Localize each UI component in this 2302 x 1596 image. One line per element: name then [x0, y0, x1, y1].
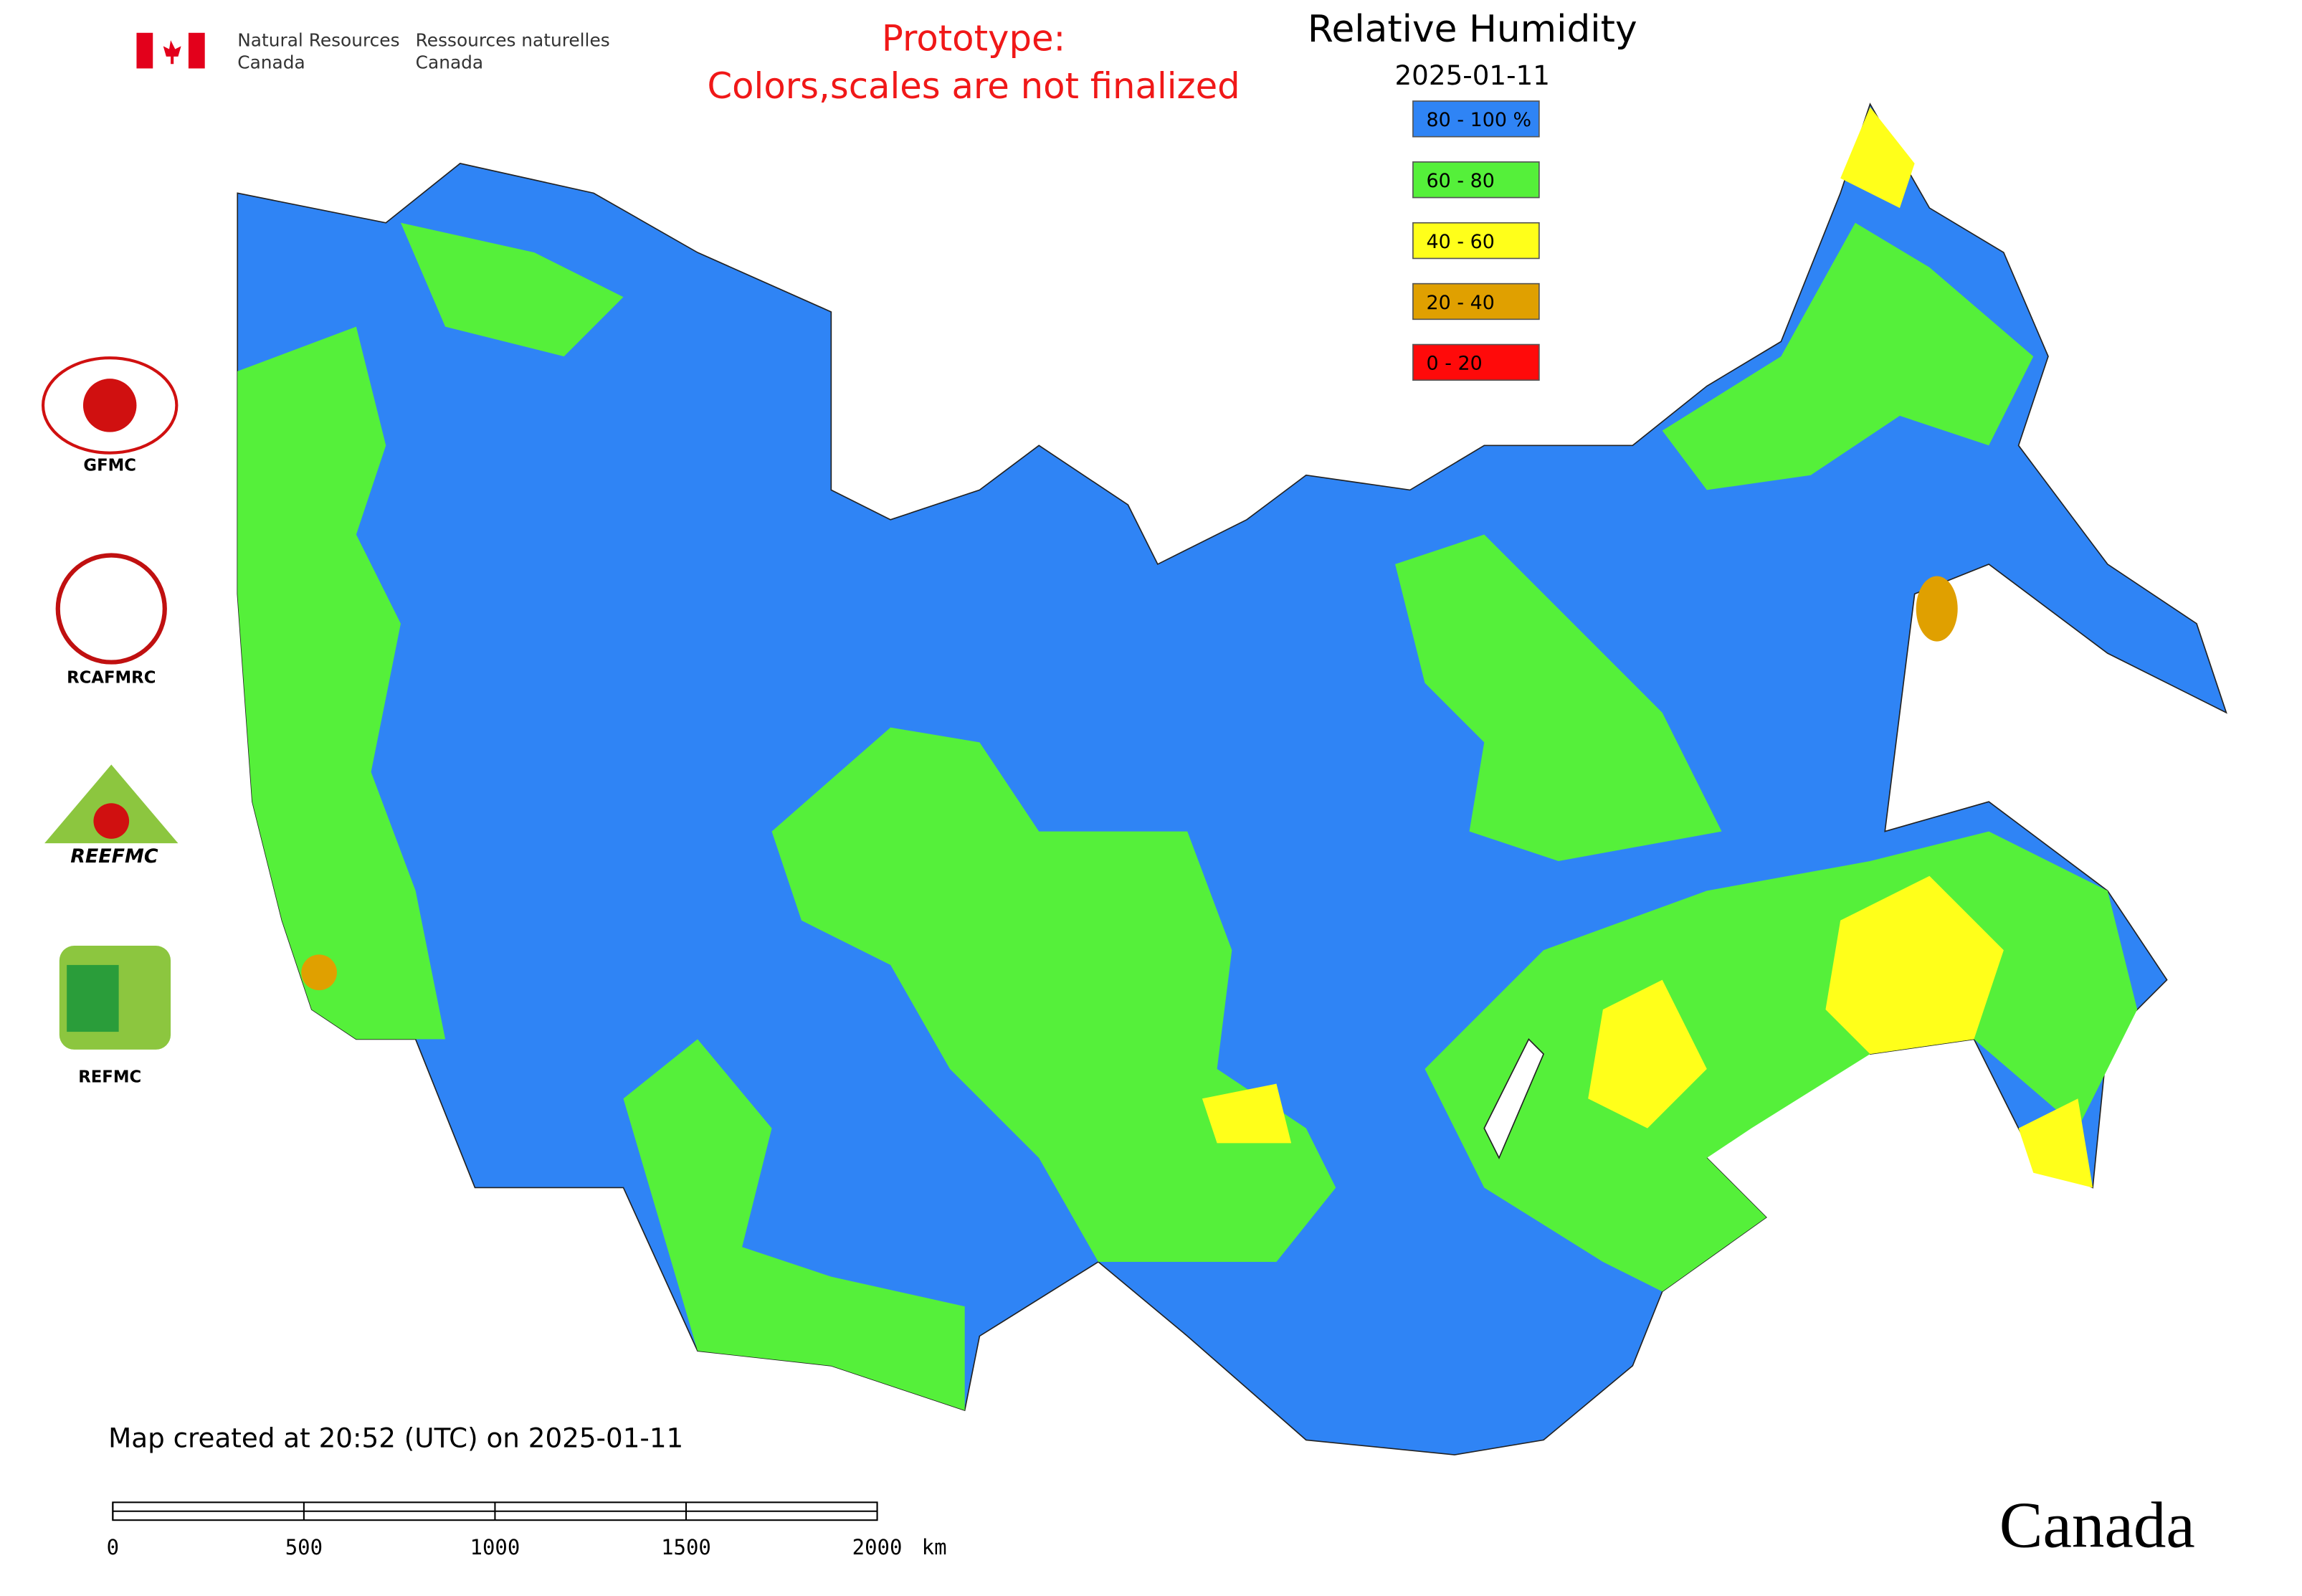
logo-label: GFMC: [83, 457, 136, 475]
flag-bar: [136, 32, 153, 69]
logo-label: RCAFMRC: [67, 669, 156, 688]
land-yellow: [1840, 107, 1915, 209]
logo: [82, 379, 137, 432]
canada-wordmark: Canada: [1999, 1488, 2195, 1561]
logo-text: REEFMC: [70, 845, 158, 868]
land-green: [1395, 534, 1722, 861]
scale-label: 500: [285, 1535, 323, 1559]
map-area: [237, 103, 2227, 1455]
land-orange: [301, 954, 337, 991]
scale-label: 1500: [661, 1535, 711, 1559]
legend-swatch: [1412, 222, 1540, 260]
creation-note: Map created at 20:52 (UTC) on 2025-01-11: [108, 1422, 683, 1454]
logo: [55, 553, 167, 665]
flag-bar: [188, 32, 205, 69]
land-green: [771, 727, 1336, 1262]
maple-leaf: [163, 40, 181, 65]
agency-en: Canada: [237, 52, 305, 72]
legend-label: 60 - 80: [1427, 170, 1495, 192]
legend-swatch: [1412, 282, 1540, 320]
land-yellow: [2018, 1098, 2093, 1188]
legend-label: 40 - 60: [1427, 231, 1495, 253]
logo: [93, 803, 130, 839]
legend-swatch: [1412, 343, 1540, 381]
land-yellow: [1825, 875, 2004, 1055]
agency-en: Natural Resources: [237, 29, 399, 50]
legend: 80 - 100 % 60 - 80 40 - 60 20 - 40 0 - 20: [1412, 100, 1540, 381]
map-date: 2025-01-11: [1394, 60, 1549, 91]
map-title: Relative Humidity: [1308, 8, 1637, 51]
scale-unit: km: [922, 1535, 947, 1559]
scale-bar: 0 500 1000 1500 2000 km: [107, 1501, 947, 1559]
agency-header: Natural Resources Canada Ressources natu…: [136, 29, 610, 72]
notice: Colors,scales are not finalized: [707, 65, 1240, 107]
land-green: [623, 1039, 965, 1410]
legend-swatch: [1412, 100, 1540, 138]
lake: [1483, 1038, 1545, 1160]
notice: Prototype:: [882, 18, 1065, 60]
scale-label: 0: [107, 1535, 119, 1559]
land-yellow: [1588, 979, 1707, 1129]
scale-label: 1000: [470, 1535, 520, 1559]
legend-label: 0 - 20: [1427, 353, 1483, 375]
land-orange: [1916, 576, 1958, 642]
logo-label: REFMC: [78, 1068, 141, 1086]
scale-label: 2000: [852, 1535, 903, 1559]
logos: GFMC RCAFMRC REEFMC REFMC: [41, 356, 179, 1086]
logo: [67, 964, 119, 1032]
land-green: [400, 222, 624, 357]
agency-fr: Ressources naturelles: [416, 29, 610, 50]
legend-swatch: [1412, 161, 1540, 199]
land-yellow: [1202, 1083, 1292, 1144]
agency-fr: Canada: [416, 52, 483, 72]
land-green: [1662, 222, 2034, 490]
land-green: [237, 326, 446, 1040]
legend-label: 80 - 100 %: [1427, 109, 1532, 131]
legend-label: 20 - 40: [1427, 292, 1495, 314]
